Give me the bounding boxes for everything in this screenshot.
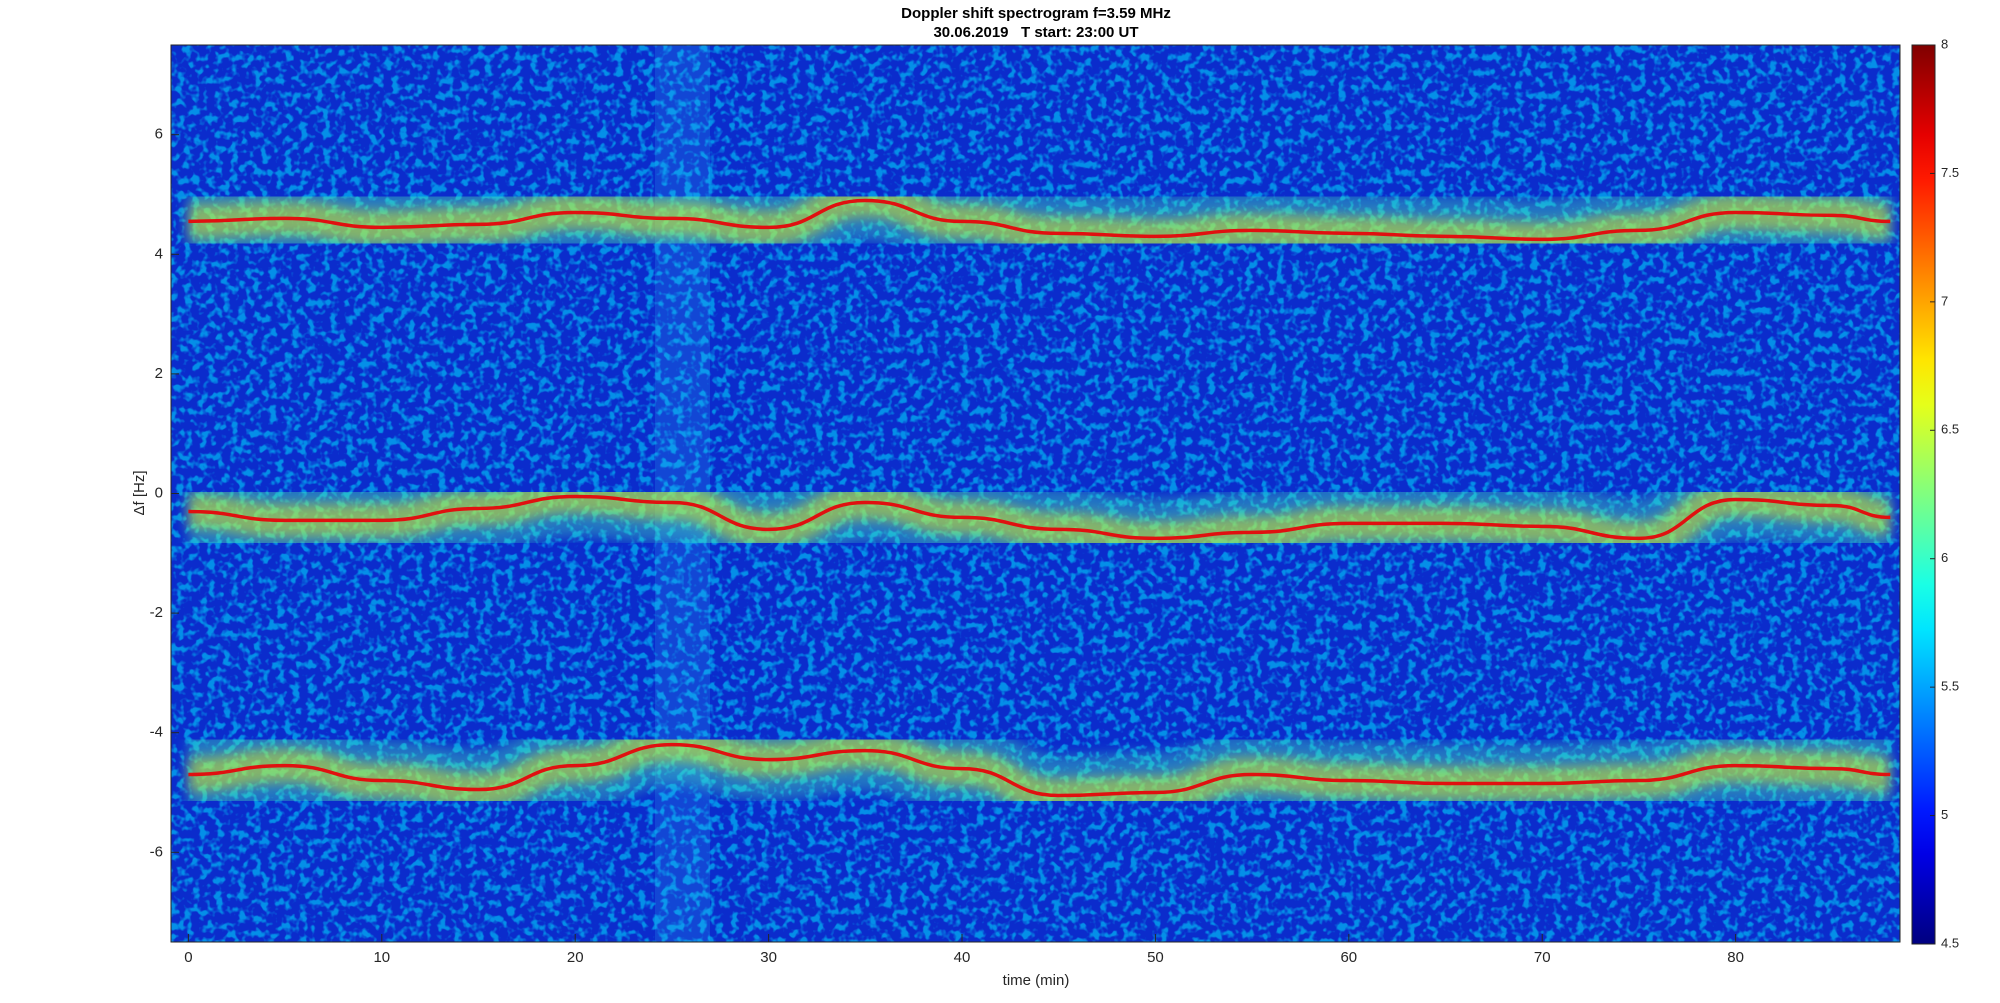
y-tick-label: -6 xyxy=(150,843,163,860)
trace-line xyxy=(188,742,1891,798)
x-tick-label: 80 xyxy=(1727,949,1744,966)
chart-subtitle: 30.06.2019 T start: 23:00 UT xyxy=(933,24,1138,41)
x-tick-label: 60 xyxy=(1340,949,1357,966)
y-tick-label: 0 xyxy=(155,484,163,501)
x-tick-label: 30 xyxy=(760,949,777,966)
x-tick-label: 0 xyxy=(184,949,192,966)
y-axis-label: Δf [Hz] xyxy=(131,470,148,515)
y-tick-label: -4 xyxy=(150,724,163,741)
colorbar-tick-label: 7 xyxy=(1941,293,1948,308)
colorbar-tick-label: 8 xyxy=(1941,36,1948,51)
colorbar-tick-label: 7.5 xyxy=(1941,165,1959,180)
colorbar-tick-label: 5 xyxy=(1941,807,1948,822)
y-tick-label: 4 xyxy=(155,245,163,262)
chart-title: Doppler shift spectrogram f=3.59 MHz xyxy=(901,5,1171,22)
x-tick-label: 50 xyxy=(1147,949,1164,966)
x-tick-label: 40 xyxy=(954,949,971,966)
colorbar-tick-label: 6.5 xyxy=(1941,422,1959,437)
trace-line xyxy=(188,494,1891,541)
x-axis-label: time (min) xyxy=(1003,972,1070,989)
colorbar-tick-label: 6 xyxy=(1941,550,1948,565)
x-tick-label: 70 xyxy=(1534,949,1551,966)
y-tick-label: 2 xyxy=(155,365,163,382)
traces xyxy=(187,160,1893,836)
y-tick-label: -2 xyxy=(150,604,163,621)
colorbar-tick-label: 4.5 xyxy=(1941,935,1959,950)
x-tick-label: 20 xyxy=(567,949,584,966)
plot-area xyxy=(171,45,1900,942)
trace-line xyxy=(188,198,1891,242)
colorbar-fill xyxy=(1911,44,1936,945)
colorbar-tick-label: 5.5 xyxy=(1941,679,1959,694)
x-tick-label: 10 xyxy=(373,949,390,966)
y-tick-label: 6 xyxy=(155,126,163,143)
colorbar: 4.5 5 5.5 6 6.5 7 7.5 8 xyxy=(1911,36,1959,950)
